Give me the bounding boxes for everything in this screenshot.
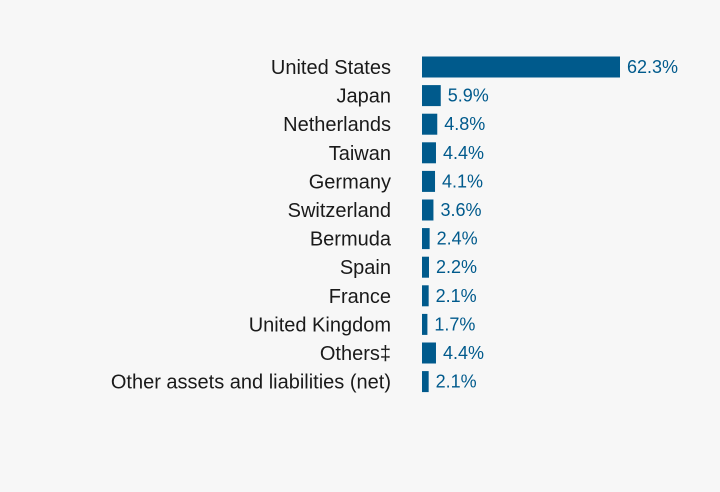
- bars-group: United States 62.3% Japan 5.9% Netherlands 4.…: [111, 56, 678, 394]
- category-label-japan: Japan: [337, 86, 392, 108]
- category-label-united-states: United States: [271, 57, 391, 79]
- value-label-spain: 2.2%: [436, 257, 477, 277]
- bar-others: [422, 342, 436, 364]
- category-label-france: France: [329, 286, 391, 308]
- bar-spain: [422, 256, 429, 278]
- category-label-bermuda: Bermuda: [310, 229, 392, 251]
- category-label-taiwan: Taiwan: [329, 143, 391, 165]
- value-label-netherlands: 4.8%: [444, 114, 485, 134]
- bar-germany: [422, 170, 436, 192]
- bar-united-kingdom: [422, 313, 428, 335]
- category-label-other-assets-and-liabilities-net: Other assets and liabilities (net): [111, 372, 391, 394]
- bar-japan: [422, 85, 441, 107]
- bar-other-assets-and-liabilities-net: [422, 371, 429, 393]
- category-label-others: Others‡: [320, 343, 391, 365]
- category-label-spain: Spain: [340, 257, 391, 279]
- category-label-germany: Germany: [309, 171, 391, 193]
- value-label-japan: 5.9%: [448, 86, 489, 106]
- value-label-taiwan: 4.4%: [443, 143, 484, 163]
- category-label-netherlands: Netherlands: [283, 114, 391, 136]
- bar-switzerland: [422, 199, 434, 221]
- value-label-bermuda: 2.4%: [437, 229, 478, 249]
- bar-united-states: [422, 56, 620, 78]
- bar-taiwan: [422, 142, 436, 164]
- bar-netherlands: [422, 113, 438, 135]
- category-label-united-kingdom: United Kingdom: [249, 314, 391, 336]
- value-label-france: 2.1%: [436, 286, 477, 306]
- value-label-switzerland: 3.6%: [440, 200, 481, 220]
- value-label-united-states: 62.3%: [627, 57, 678, 77]
- value-label-germany: 4.1%: [442, 171, 483, 191]
- bar-bermuda: [422, 228, 430, 250]
- value-label-other-assets-and-liabilities-net: 2.1%: [436, 372, 477, 392]
- value-label-united-kingdom: 1.7%: [434, 314, 475, 334]
- category-label-switzerland: Switzerland: [288, 200, 391, 222]
- bar-france: [422, 285, 429, 307]
- value-label-others: 4.4%: [443, 343, 484, 363]
